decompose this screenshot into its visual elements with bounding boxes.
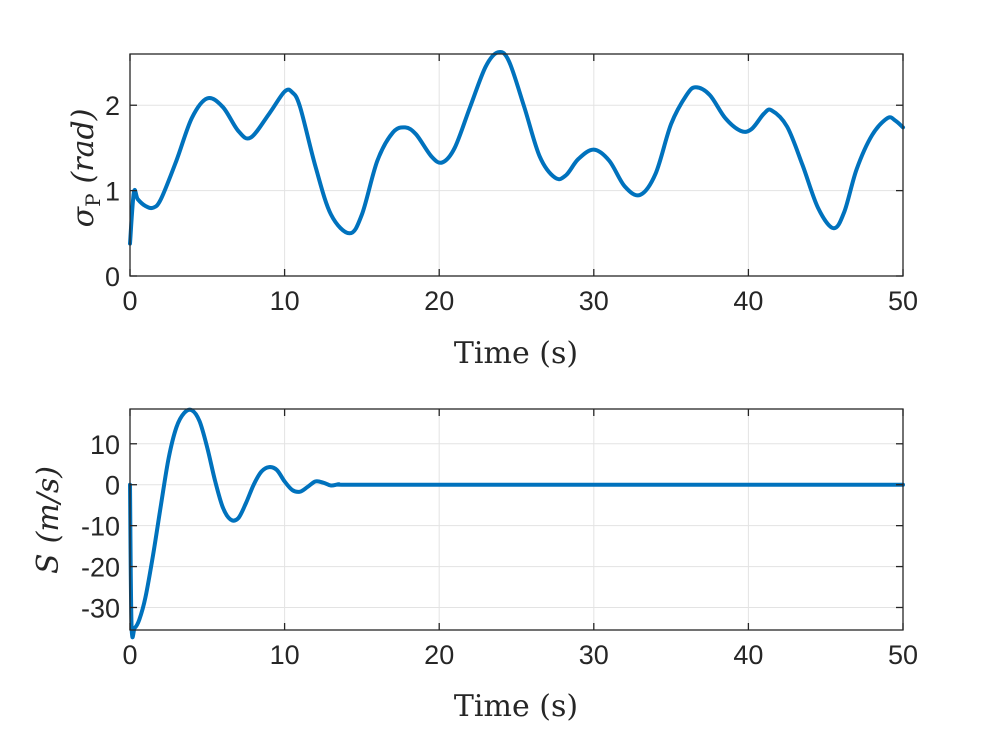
y-axis-label-top: σP (rad) [66, 109, 105, 228]
x-tick-label: 10 [270, 286, 300, 316]
x-axis-label-bottom: Time (s) [454, 689, 578, 724]
xtick-labels-bottom: 0 10 20 30 40 50 [122, 640, 918, 670]
x-tick-label: 50 [888, 286, 918, 316]
grid-top [130, 54, 903, 276]
y-axis-symbol-bottom: S [31, 553, 66, 574]
x-tick-label: 40 [733, 640, 763, 670]
ticks-bottom [129, 409, 904, 630]
y-axis-subscript-top: P [81, 193, 105, 206]
axes-box-top [129, 53, 904, 277]
axes-box-bottom [129, 408, 904, 631]
y-axis-symbol-top: σ [66, 205, 101, 227]
y-axis-unit-bottom: (m/s) [31, 466, 66, 543]
x-tick-label: 10 [270, 640, 300, 670]
x-tick-label: 0 [122, 286, 137, 316]
y-tick-label: 0 [105, 471, 120, 501]
y-tick-label: 2 [105, 91, 120, 121]
series-bottom [128, 407, 905, 640]
ticks-top [129, 54, 904, 277]
y-tick-label: 1 [105, 177, 120, 207]
subplot-sigma-p: 0 10 20 30 40 50 0 1 2 Time (s) σP (rad) [66, 49, 918, 371]
x-tick-label: 30 [579, 286, 609, 316]
y-tick-label: 10 [90, 430, 120, 460]
y-tick-label: 0 [105, 262, 120, 292]
x-tick-label: 50 [888, 640, 918, 670]
x-tick-label: 40 [733, 286, 763, 316]
series-line-bottom-0 [128, 407, 905, 640]
y-axis-label-bottom: S (m/s) [31, 466, 66, 574]
x-tick-label: 0 [122, 640, 137, 670]
y-axis-unit-top: (rad) [66, 109, 101, 184]
ytick-labels-top: 0 1 2 [105, 91, 120, 292]
subplot-s: 0 10 20 30 40 50 10 0 -10 -20 -30 Time (s) S (m/s) [31, 407, 918, 724]
y-tick-label: -30 [81, 593, 120, 623]
x-tick-label: 20 [424, 640, 454, 670]
x-axis-label-top: Time (s) [454, 336, 578, 371]
x-tick-label: 20 [424, 286, 454, 316]
y-tick-label: -10 [81, 512, 120, 542]
series-line-top-0 [128, 49, 905, 246]
x-tick-label: 30 [579, 640, 609, 670]
y-tick-label: -20 [81, 553, 120, 583]
series-top [128, 49, 905, 246]
ytick-labels-bottom: 10 0 -10 -20 -30 [81, 430, 120, 624]
xtick-labels-top: 0 10 20 30 40 50 [122, 286, 918, 316]
